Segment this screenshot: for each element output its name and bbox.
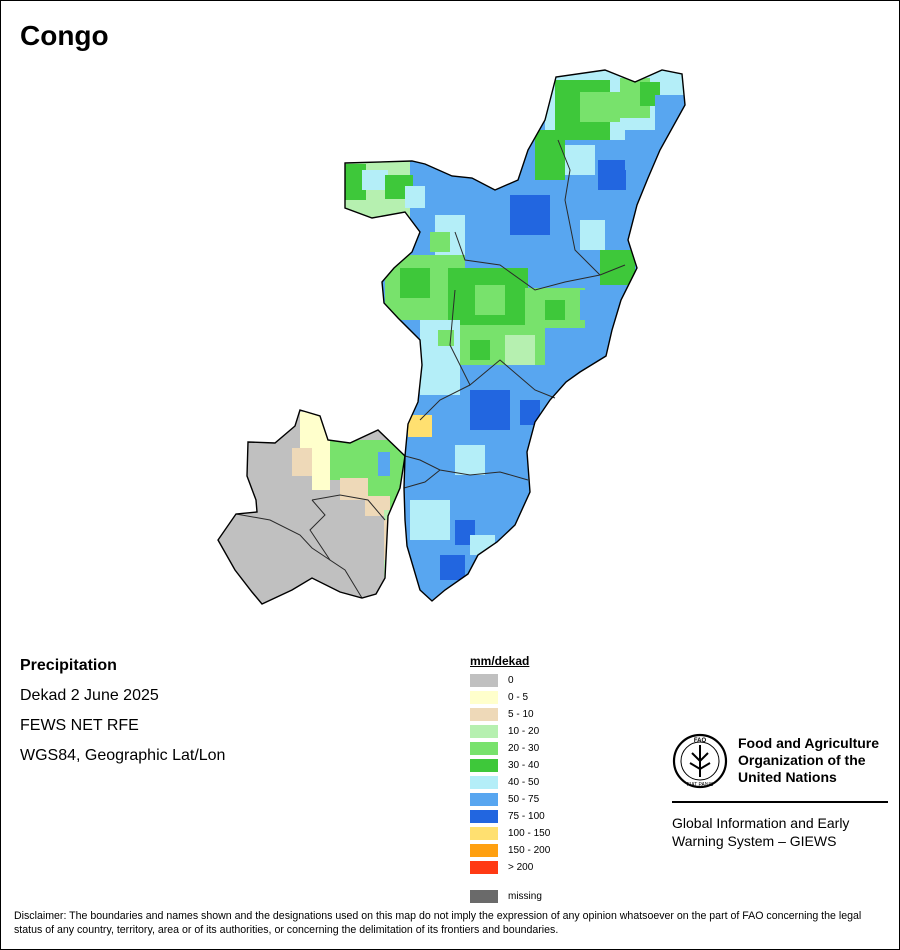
svg-text:FIAT PANIS: FIAT PANIS [687,782,714,788]
legend-item: 150 - 200 [470,842,550,859]
legend-item: 30 - 40 [470,757,550,774]
legend-swatch [470,844,498,857]
legend-label: 150 - 200 [508,845,551,856]
divider [672,801,888,803]
period-label: Dekad 2 June 2025 [20,687,159,704]
map-title: Congo [20,20,109,51]
legend-label: 30 - 40 [508,760,540,771]
svg-text:FAO: FAO [694,738,707,744]
legend-swatch [470,810,498,823]
legend-swatch [470,776,498,789]
org-name-line: Food and Agriculture [738,735,880,751]
system-name-line: Global Information and Early [672,815,850,831]
projection-label: WGS84, Geographic Lat/Lon [20,747,226,764]
congo-rainfall-map [217,69,686,605]
legend-item: 20 - 30 [470,740,550,757]
legend-label: 0 - 5 [508,692,529,703]
legend-item: 0 - 5 [470,689,550,706]
legend-item: 0 [470,672,550,689]
legend-label: 5 - 10 [508,709,534,720]
legend-swatch [470,674,498,687]
variable-heading: Precipitation [20,657,117,674]
legend-label-missing: missing [508,891,542,902]
legend-swatch [470,725,498,738]
map-info-block: Precipitation Dekad 2 June 2025 FEWS NET… [20,656,225,776]
system-name: Global Information and Early Warning Sys… [672,814,888,850]
legend-label: > 200 [508,862,534,873]
legend-title: mm/dekad [470,654,530,668]
legend-label: 50 - 75 [508,794,540,805]
legend-label: 40 - 50 [508,777,540,788]
legend-label: 75 - 100 [508,811,545,822]
legend-label: 10 - 20 [508,726,540,737]
disclaimer: Disclaimer: The boundaries and names sho… [14,910,862,936]
org-name-line: United Nations [738,769,837,785]
fao-logo-icon: FAO FIAT PANIS [672,733,728,789]
legend-label: 20 - 30 [508,743,540,754]
legend-swatch [470,742,498,755]
legend-label: 0 [508,675,514,686]
legend-item: 40 - 50 [470,774,550,791]
legend-item: 75 - 100 [470,808,550,825]
org-name-line: Organization of the [738,752,866,768]
legend-swatch [470,759,498,772]
legend-item: 5 - 10 [470,706,550,723]
legend-item: 50 - 75 [470,791,550,808]
legend-item-missing: missing [470,888,550,905]
legend-item: 100 - 150 [470,825,550,842]
org-name: Food and Agriculture Organization of the… [738,735,888,786]
legend-swatch [470,861,498,874]
legend-item: 10 - 20 [470,723,550,740]
legend-swatch [470,827,498,840]
source-label: FEWS NET RFE [20,717,139,734]
legend-swatch [470,691,498,704]
legend: mm/dekad 0 0 - 5 5 - 10 10 - 20 20 - 30 30 - … [470,654,550,905]
legend-item: > 200 [470,859,550,876]
legend-swatch-missing [470,890,498,903]
legend-swatch [470,708,498,721]
legend-swatch [470,793,498,806]
system-name-line: Warning System – GIEWS [672,833,837,849]
legend-label: 100 - 150 [508,828,551,839]
